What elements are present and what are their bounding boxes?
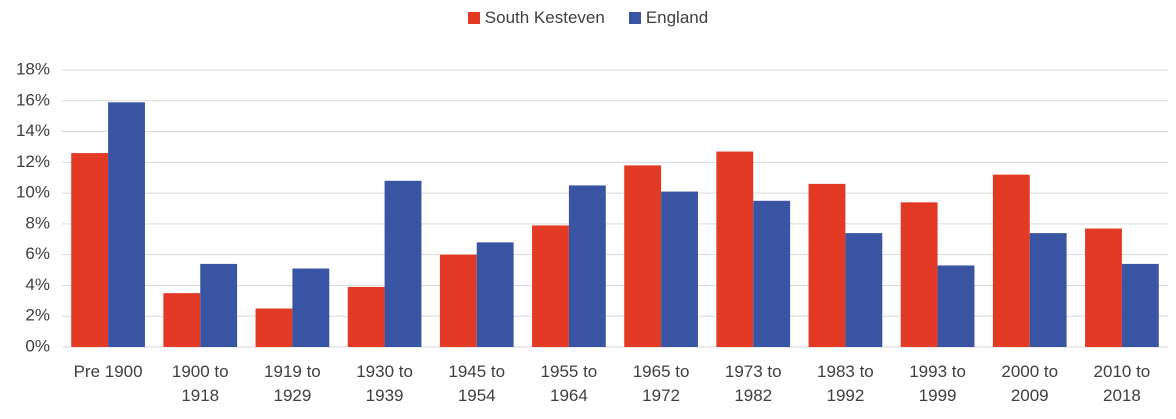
bar (1121, 263, 1159, 347)
bar (900, 202, 938, 347)
bar (108, 102, 145, 347)
bar (716, 151, 754, 347)
x-tick-label: 2000 to 2009 (1001, 362, 1059, 405)
y-tick-label: 18% (16, 59, 50, 78)
x-tick-label: 1983 to 1992 (817, 362, 874, 405)
x-tick-label: 1919 to 1929 (264, 362, 321, 405)
bar (845, 233, 883, 347)
bar (937, 265, 975, 347)
bar (292, 268, 330, 347)
bar (255, 308, 293, 347)
bar (163, 293, 201, 347)
legend-item: South Kesteven (467, 8, 605, 28)
bar (661, 191, 698, 347)
bar (384, 180, 422, 347)
legend-label: South Kesteven (484, 8, 605, 27)
x-tick-label: 1900 to 1918 (171, 362, 229, 405)
y-tick-label: 14% (16, 121, 50, 140)
bar (992, 174, 1030, 347)
bar (568, 185, 606, 347)
legend-swatch (628, 12, 641, 24)
x-tick-label: 1965 to 1972 (632, 362, 690, 405)
y-tick-label: 10% (16, 183, 50, 202)
y-tick-label: 12% (16, 152, 50, 171)
x-tick-label: 1993 to 1999 (909, 362, 966, 405)
legend-label: England (645, 8, 709, 27)
bar (200, 263, 238, 347)
y-tick-label: 0% (25, 336, 50, 355)
bar (808, 183, 846, 347)
y-tick-label: 4% (25, 275, 50, 294)
y-tick-label: 16% (16, 90, 50, 109)
bar (1029, 233, 1067, 347)
bar (753, 200, 791, 347)
bar (532, 225, 569, 347)
bar (1085, 228, 1122, 347)
bar (71, 153, 109, 347)
y-tick-label: 6% (25, 244, 50, 263)
x-tick-label: 1930 to 1939 (356, 362, 413, 405)
bar (439, 254, 477, 347)
x-tick-label: 1973 to 1982 (724, 362, 782, 405)
legend-item: England (628, 8, 709, 28)
x-tick-label: 2010 to 2018 (1093, 362, 1151, 405)
bar (347, 286, 385, 347)
bar (476, 242, 514, 347)
x-tick-label: 1945 to 1954 (448, 362, 506, 405)
y-tick-label: 2% (25, 306, 50, 325)
x-tick-label: Pre 1900 (73, 362, 143, 381)
y-tick-label: 8% (25, 213, 50, 232)
bar (624, 165, 662, 347)
legend-swatch (467, 12, 480, 24)
x-tick-label: 1955 to 1964 (540, 362, 598, 405)
legend: South Kesteven England (0, 8, 1176, 28)
